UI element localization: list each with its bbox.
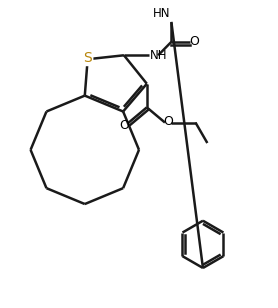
Text: S: S <box>83 51 92 65</box>
Text: O: O <box>120 119 130 132</box>
Text: O: O <box>189 35 199 48</box>
Text: O: O <box>163 115 173 128</box>
Text: NH: NH <box>150 49 168 62</box>
Text: HN: HN <box>152 7 170 20</box>
